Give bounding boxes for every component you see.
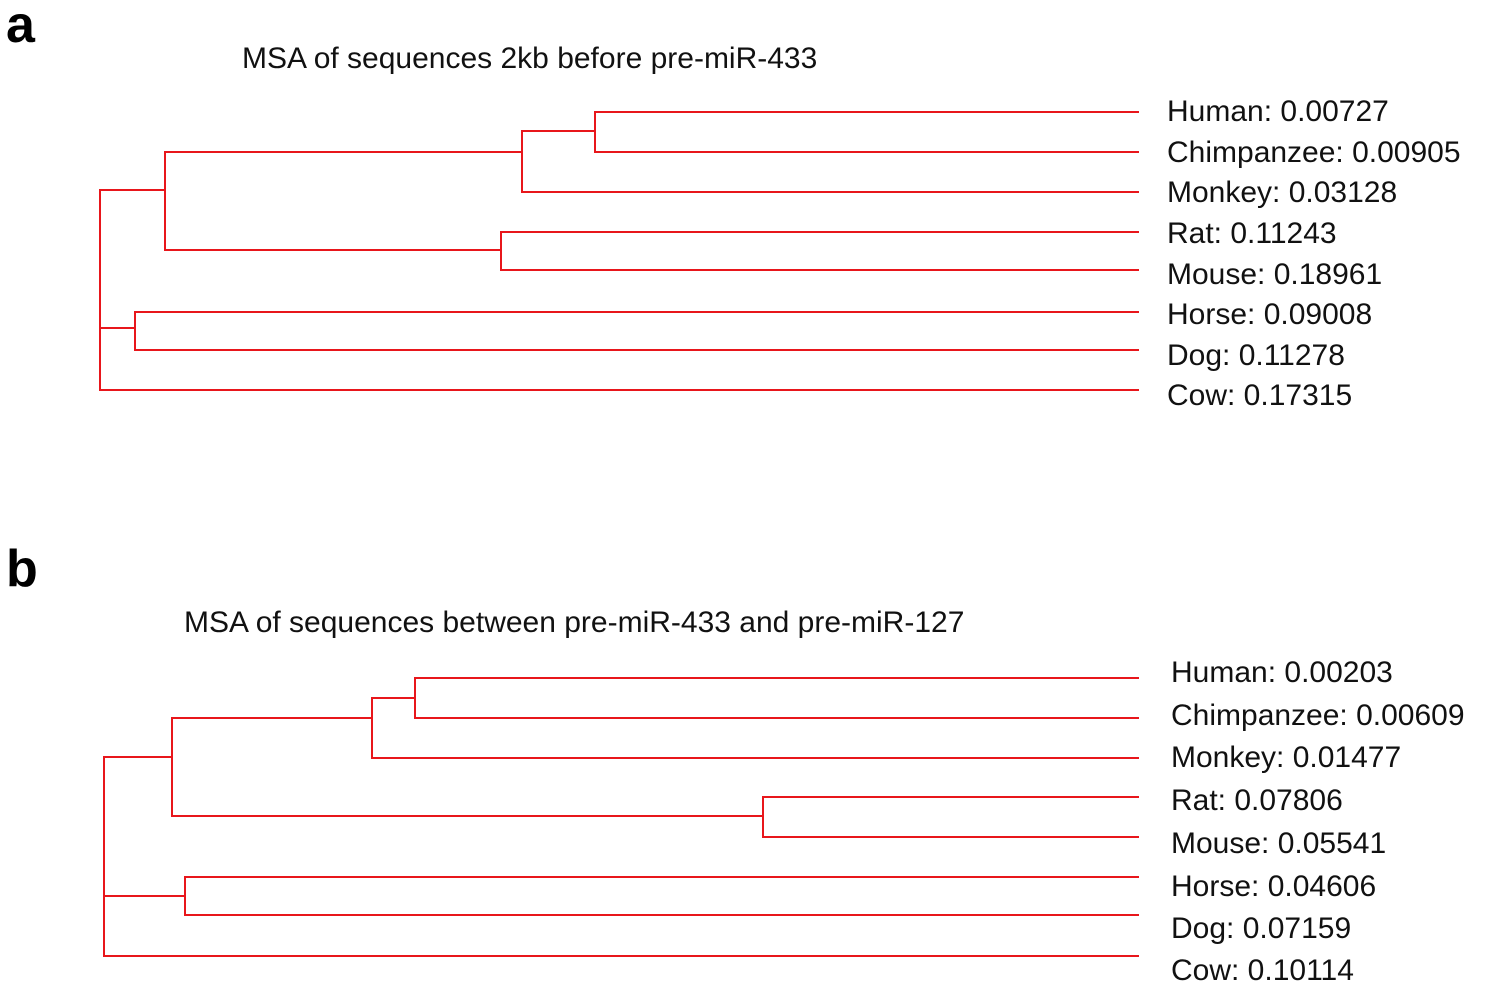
panel-letter-a: a <box>6 0 36 54</box>
leaf-label-b-cow: Cow: 0.10114 <box>1171 954 1354 987</box>
leaf-label-b-rat: Rat: 0.07806 <box>1171 784 1343 817</box>
leaf-label-a-monkey: Monkey: 0.03128 <box>1167 176 1397 209</box>
leaf-label-b-chimpanzee: Chimpanzee: 0.00609 <box>1171 699 1465 732</box>
leaf-labels-b: Human: 0.00203 Chimpanzee: 0.00609 Monke… <box>1171 656 1465 987</box>
leaf-label-a-chimpanzee: Chimpanzee: 0.00905 <box>1167 136 1461 169</box>
leaf-label-b-horse: Horse: 0.04606 <box>1171 870 1376 903</box>
leaf-label-b-monkey: Monkey: 0.01477 <box>1171 741 1401 774</box>
tree-b <box>103 677 1139 957</box>
panel-a: a MSA of sequences 2kb before pre-miR-43… <box>6 0 1461 412</box>
leaf-label-a-dog: Dog: 0.11278 <box>1167 339 1345 372</box>
leaf-label-a-cow: Cow: 0.17315 <box>1167 379 1352 412</box>
leaf-label-b-human: Human: 0.00203 <box>1171 656 1393 689</box>
leaf-label-a-human: Human: 0.00727 <box>1167 95 1389 128</box>
leaf-labels-a: Human: 0.00727 Chimpanzee: 0.00905 Monke… <box>1167 95 1461 412</box>
leaf-label-a-mouse: Mouse: 0.18961 <box>1167 258 1382 291</box>
tree-a <box>99 111 1139 391</box>
panel-b: b MSA of sequences between pre-miR-433 a… <box>6 540 1465 987</box>
leaf-label-a-rat: Rat: 0.11243 <box>1167 217 1337 250</box>
leaf-label-a-horse: Horse: 0.09008 <box>1167 298 1372 331</box>
panel-title-b: MSA of sequences between pre-miR-433 and… <box>184 606 964 639</box>
panel-title-a: MSA of sequences 2kb before pre-miR-433 <box>242 42 817 75</box>
panel-letter-b: b <box>6 540 38 598</box>
leaf-label-b-mouse: Mouse: 0.05541 <box>1171 827 1386 860</box>
leaf-label-b-dog: Dog: 0.07159 <box>1171 912 1351 945</box>
